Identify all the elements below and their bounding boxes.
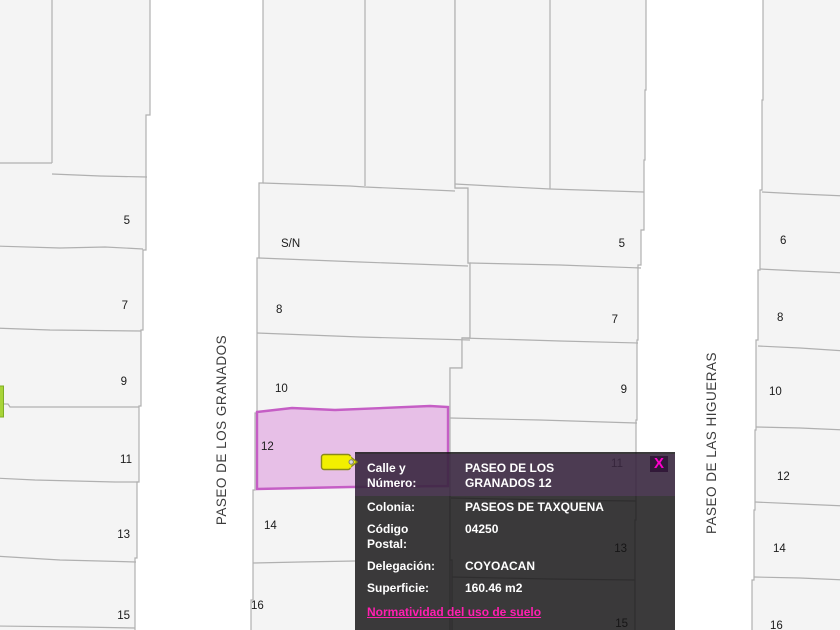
parcel-boundary-line — [759, 268, 840, 274]
parcel-label: S/N — [281, 238, 300, 250]
field-label: Superficie: — [367, 581, 430, 595]
parcel-boundary-line — [0, 555, 137, 563]
parcel-label: 9 — [121, 376, 127, 388]
field-value: COYOACAN — [465, 559, 536, 573]
popup-row-calle: Calle y Número: PASEO DE LOS GRANADOS 12 — [355, 454, 675, 496]
parcel-boundary-line — [469, 262, 642, 269]
parcel-label: 16 — [251, 600, 264, 612]
popup-row-delegacion: Delegación: COYOACAN — [355, 555, 675, 577]
parcel-label: 12 — [777, 471, 790, 483]
close-icon[interactable]: X — [649, 456, 668, 472]
parcel-label: 14 — [773, 543, 786, 555]
normatividad-uso-suelo-link[interactable]: Normatividad del uso de suelo — [367, 605, 542, 619]
parcel-boundary-line — [252, 560, 356, 564]
parcel-label: 7 — [122, 300, 128, 312]
parcel-label: 13 — [117, 529, 130, 541]
parcel-boundary-line — [0, 625, 136, 629]
parcel-boundary-line — [0, 477, 138, 483]
parcel-boundary-line — [0, 245, 144, 250]
parcel-label: 8 — [276, 304, 282, 316]
parcel-label: 11 — [120, 454, 132, 466]
parcel-label: 15 — [117, 610, 130, 622]
parcel-boundary-line — [256, 332, 471, 341]
popup-row-codigo-postal: Código Postal: 04250 — [355, 518, 675, 555]
parcel-boundary-line — [454, 183, 645, 193]
field-label: Calle y Número: — [367, 461, 417, 490]
parcel-boundary-line — [258, 257, 469, 267]
parcel-label: 10 — [275, 383, 288, 395]
field-value: 04250 — [465, 522, 499, 536]
parcel-label: 9 — [621, 384, 627, 396]
field-value: PASEOS DE TAXQUENA — [465, 500, 604, 514]
popup-row-colonia: Colonia: PASEOS DE TAXQUENA — [355, 496, 675, 518]
field-label: Delegación: — [367, 559, 436, 573]
field-label: Colonia: — [367, 500, 415, 514]
parcel-boundary-line — [0, 327, 142, 332]
parcel-boundary-line — [757, 345, 840, 352]
parcel-label: 8 — [777, 312, 783, 324]
parcel-label: 6 — [780, 235, 786, 247]
street-label-higueras: PASEO DE LAS HIGUERAS — [704, 352, 719, 534]
parcel-boundary-line — [461, 337, 639, 344]
selected-parcel-label: 12 — [261, 441, 274, 453]
parcel-label: 5 — [619, 238, 625, 250]
location-tag-icon — [320, 451, 360, 473]
block-left[interactable] — [0, 0, 151, 630]
parcel-boundary-line — [755, 426, 840, 431]
street-label-granados: PASEO DE LOS GRANADOS — [214, 335, 229, 525]
parcel-boundary-line — [754, 501, 840, 507]
parcel-boundary-line — [449, 417, 638, 424]
field-label: Código Postal: — [367, 522, 409, 551]
block-right[interactable] — [751, 0, 840, 630]
popup-row-superficie: Superficie: 160.46 m2 — [355, 577, 675, 599]
parcel-label: 14 — [264, 520, 277, 532]
parcel-label: 7 — [612, 314, 618, 326]
field-value: PASEO DE LOS GRANADOS 12 — [465, 461, 555, 490]
green-highlight-marker — [0, 385, 4, 418]
parcel-boundary-line — [51, 173, 148, 178]
parcel-boundary-line — [262, 182, 456, 192]
parcel-boundary-line — [753, 576, 840, 581]
field-value: 160.46 m2 — [465, 581, 523, 595]
parcel-label: 5 — [124, 215, 130, 227]
parcel-boundary-line — [761, 191, 840, 197]
parcel-label: 10 — [769, 386, 782, 398]
parcel-info-popup: Calle y Número: PASEO DE LOS GRANADOS 12… — [355, 452, 675, 630]
parcel-label: 16 — [770, 620, 783, 630]
